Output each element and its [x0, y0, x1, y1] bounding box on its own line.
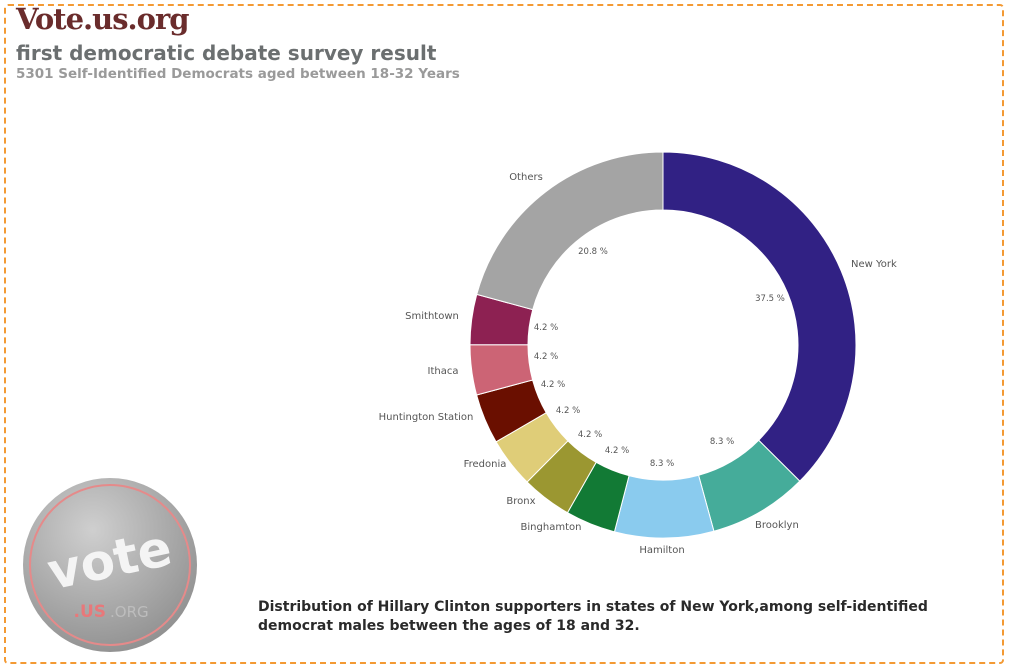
logo-sub-us: .US	[73, 602, 106, 622]
vote-logo: vote .US .ORG	[23, 478, 197, 652]
slice-value-label: 4.2 %	[534, 352, 558, 362]
brand-title: Vote.us.org	[16, 2, 190, 36]
slice-value-label: 4.2 %	[541, 380, 565, 390]
donut-slice[interactable]	[662, 151, 857, 482]
slice-category-label: Fredonia	[464, 459, 507, 470]
slice-category-label: Huntington Station	[379, 412, 474, 423]
slice-category-label: Ithaca	[428, 366, 459, 377]
slice-value-label: 8.3 %	[710, 437, 734, 447]
slice-category-label: Binghamton	[521, 522, 582, 533]
slice-value-label: 4.2 %	[534, 323, 558, 333]
logo-sub-org: .ORG	[110, 603, 149, 621]
page-title: first democratic debate survey result	[16, 41, 437, 65]
slice-value-label: 20.8 %	[578, 247, 608, 257]
page-subtitle: 5301 Self-Identified Democrats aged betw…	[16, 66, 460, 82]
slice-category-label: Brooklyn	[755, 520, 799, 531]
slice-value-label: 4.2 %	[578, 430, 602, 440]
dashed-frame	[4, 4, 1004, 664]
chart-caption: Distribution of Hillary Clinton supporte…	[258, 599, 928, 634]
slice-value-label: 37.5 %	[755, 294, 785, 304]
slice-value-label: 4.2 %	[556, 406, 580, 416]
slice-category-label: Bronx	[506, 496, 535, 507]
donut-slice[interactable]	[613, 474, 715, 539]
donut-slice[interactable]	[476, 151, 664, 311]
slice-category-label: Hamilton	[639, 545, 684, 556]
slice-category-label: Others	[509, 172, 543, 183]
slice-category-label: New York	[851, 259, 897, 270]
slice-value-label: 8.3 %	[650, 459, 674, 469]
slice-category-label: Smithtown	[405, 311, 459, 322]
slice-value-label: 4.2 %	[605, 446, 629, 456]
